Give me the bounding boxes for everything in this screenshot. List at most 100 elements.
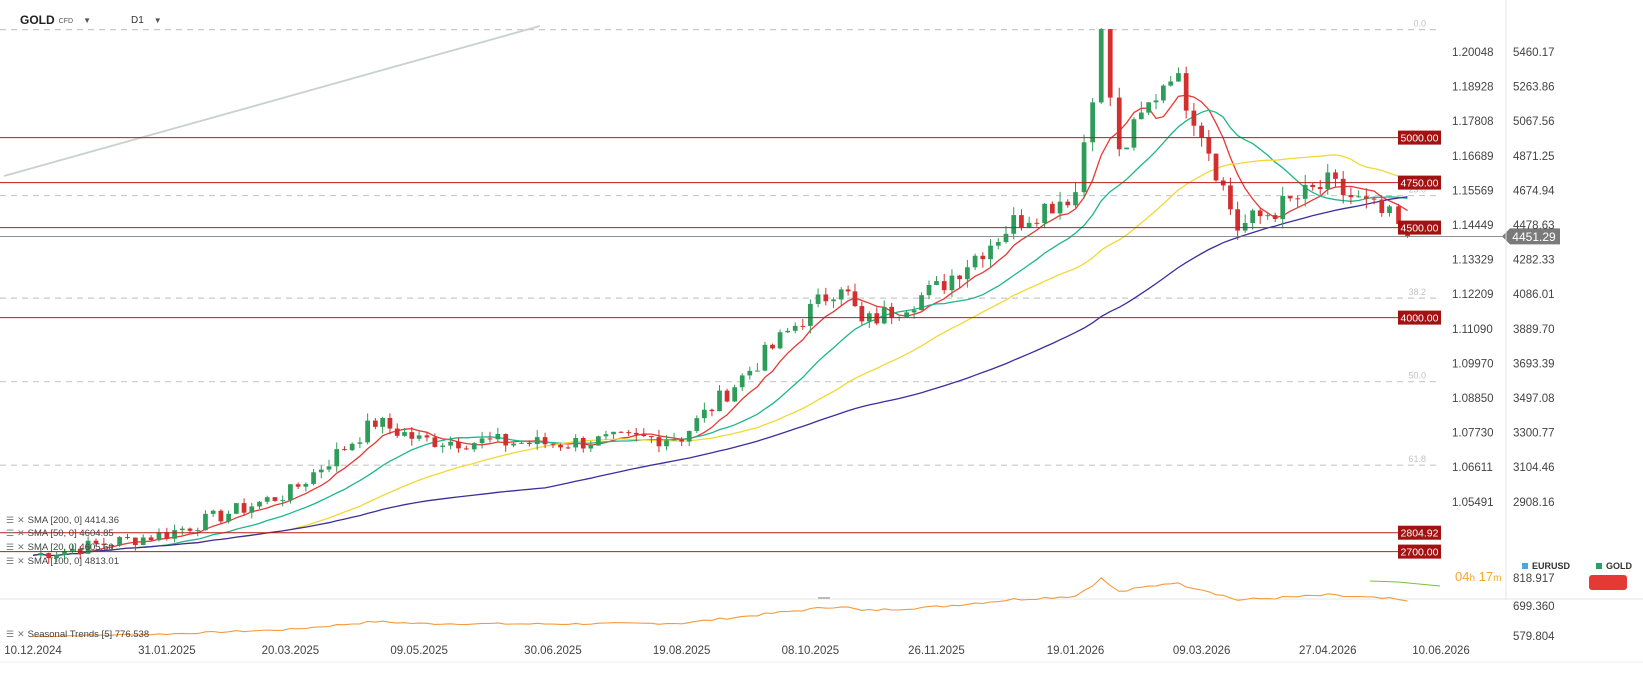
candle-down bbox=[1340, 178, 1346, 196]
time-axis-tick: 31.01.2025 bbox=[138, 645, 196, 657]
right-axis-tick: 4086.01 bbox=[1513, 289, 1555, 301]
candle-down bbox=[649, 435, 654, 438]
compare-eurusd[interactable]: EURUSD bbox=[1522, 561, 1570, 571]
time-axis-tick: 08.10.2025 bbox=[782, 645, 840, 657]
settings-icon[interactable]: ☰ bbox=[6, 556, 15, 566]
sma-line bbox=[32, 196, 1408, 557]
candle-up bbox=[140, 537, 146, 546]
time-axis-tick: 27.04.2026 bbox=[1299, 645, 1357, 657]
candle-up bbox=[1042, 203, 1047, 224]
seasonal-axis-tick: 699.360 bbox=[1513, 601, 1555, 613]
time-axis-tick: 26.11.2025 bbox=[908, 645, 965, 657]
candle-up bbox=[588, 445, 594, 449]
candle-down bbox=[633, 432, 639, 435]
candle-down bbox=[1116, 97, 1122, 150]
sma-line bbox=[32, 109, 1408, 557]
close-icon[interactable]: ✕ bbox=[17, 629, 25, 639]
candle-up bbox=[1124, 147, 1129, 150]
pane-resize-handle[interactable] bbox=[818, 597, 830, 599]
candle-down bbox=[770, 344, 775, 349]
seasonal-axis-tick: 818.917 bbox=[1513, 573, 1555, 585]
candle-down bbox=[1034, 222, 1040, 224]
price-level-label: 4000.00 bbox=[1401, 313, 1439, 325]
candle-up bbox=[881, 306, 887, 324]
candle-up bbox=[365, 420, 370, 443]
sma-line bbox=[32, 154, 1408, 557]
timeframe-dropdown-icon[interactable]: ▼ bbox=[153, 15, 162, 25]
sma-line bbox=[32, 94, 1408, 557]
left-axis-tick: 1.20048 bbox=[1452, 47, 1494, 59]
candle-up bbox=[85, 540, 91, 554]
close-icon[interactable]: ✕ bbox=[17, 542, 25, 552]
timeframe-label[interactable]: D1 bbox=[130, 14, 144, 26]
remove-compare-button[interactable] bbox=[1589, 575, 1627, 590]
settings-icon[interactable]: ☰ bbox=[6, 629, 15, 639]
fib-level-label: 38.2 bbox=[1408, 287, 1426, 297]
seasonal-projection-line bbox=[1369, 580, 1441, 587]
candle-down bbox=[1295, 198, 1301, 200]
candle-down bbox=[394, 428, 400, 436]
candle-down bbox=[709, 409, 715, 412]
candle-down bbox=[1065, 201, 1071, 206]
compare-gold[interactable]: GOLD bbox=[1596, 561, 1632, 571]
candle-up bbox=[1176, 73, 1181, 82]
time-axis-tick: 19.08.2025 bbox=[653, 645, 711, 657]
candle-up bbox=[1026, 222, 1032, 228]
candle-up bbox=[54, 555, 59, 559]
left-axis-tick: 1.05491 bbox=[1452, 497, 1494, 509]
left-axis-tick: 1.08850 bbox=[1452, 393, 1494, 405]
candle-up bbox=[664, 440, 669, 447]
candle-down bbox=[1287, 196, 1293, 199]
candle-up bbox=[1302, 184, 1308, 199]
candle-up bbox=[519, 442, 524, 444]
candle-up bbox=[226, 513, 231, 522]
candle-up bbox=[694, 418, 700, 431]
candle-up bbox=[702, 409, 707, 419]
right-axis-tick: 4871.25 bbox=[1513, 151, 1555, 163]
right-axis-tick: 4282.33 bbox=[1513, 255, 1555, 267]
close-icon[interactable]: ✕ bbox=[17, 528, 25, 538]
candle-down bbox=[823, 294, 829, 302]
left-axis-tick: 1.15569 bbox=[1452, 185, 1494, 197]
candle-up bbox=[785, 330, 791, 333]
candle-up bbox=[1090, 102, 1096, 143]
candle-down bbox=[941, 281, 947, 291]
candle-up bbox=[1057, 201, 1063, 214]
candle-down bbox=[101, 543, 107, 546]
candle-up bbox=[919, 295, 924, 311]
candle-up bbox=[210, 510, 216, 514]
legend-seasonal: ☰ ✕ Seasonal Trends [5] 776.538 bbox=[6, 629, 150, 640]
candle-down bbox=[387, 417, 393, 429]
candle-down bbox=[187, 528, 193, 531]
axes: 1.20048 1.18928 1.17808 1.16689 1.15569 1.144… bbox=[0, 0, 1643, 663]
candle-up bbox=[831, 299, 836, 302]
seasonal-axis-tick: 579.804 bbox=[1513, 631, 1555, 643]
right-axis-tick: 3300.77 bbox=[1513, 428, 1555, 440]
time-axis-tick: 19.01.2026 bbox=[1047, 645, 1105, 657]
symbol-header[interactable]: GOLD CFD ▼ D1 ▼ bbox=[20, 12, 162, 28]
candle-down bbox=[874, 313, 880, 324]
eurusd-swatch bbox=[1522, 563, 1528, 569]
candle-down bbox=[409, 432, 415, 439]
last-price-tag bbox=[1502, 228, 1560, 245]
candle-up bbox=[807, 304, 813, 326]
candle-up bbox=[739, 375, 745, 388]
candle-down bbox=[487, 438, 493, 440]
candle-up bbox=[965, 267, 970, 280]
candle-up bbox=[972, 255, 978, 268]
candle-down bbox=[626, 432, 632, 434]
right-axis-tick: 2908.16 bbox=[1513, 497, 1555, 509]
candle-down bbox=[93, 540, 99, 544]
settings-icon[interactable]: ☰ bbox=[6, 515, 15, 525]
close-icon[interactable]: ✕ bbox=[17, 556, 25, 566]
candle-up bbox=[838, 289, 844, 300]
candle-down bbox=[432, 437, 438, 447]
settings-icon[interactable]: ☰ bbox=[6, 542, 15, 552]
symbol-name[interactable]: GOLD bbox=[20, 13, 55, 27]
settings-icon[interactable]: ☰ bbox=[6, 528, 15, 538]
legend-sma-50: ☰ ✕ SMA [50, 0] 4604.85 bbox=[6, 528, 114, 539]
symbol-dropdown-icon[interactable]: ▼ bbox=[83, 15, 91, 25]
candle-down bbox=[526, 442, 532, 445]
close-icon[interactable]: ✕ bbox=[17, 515, 25, 525]
